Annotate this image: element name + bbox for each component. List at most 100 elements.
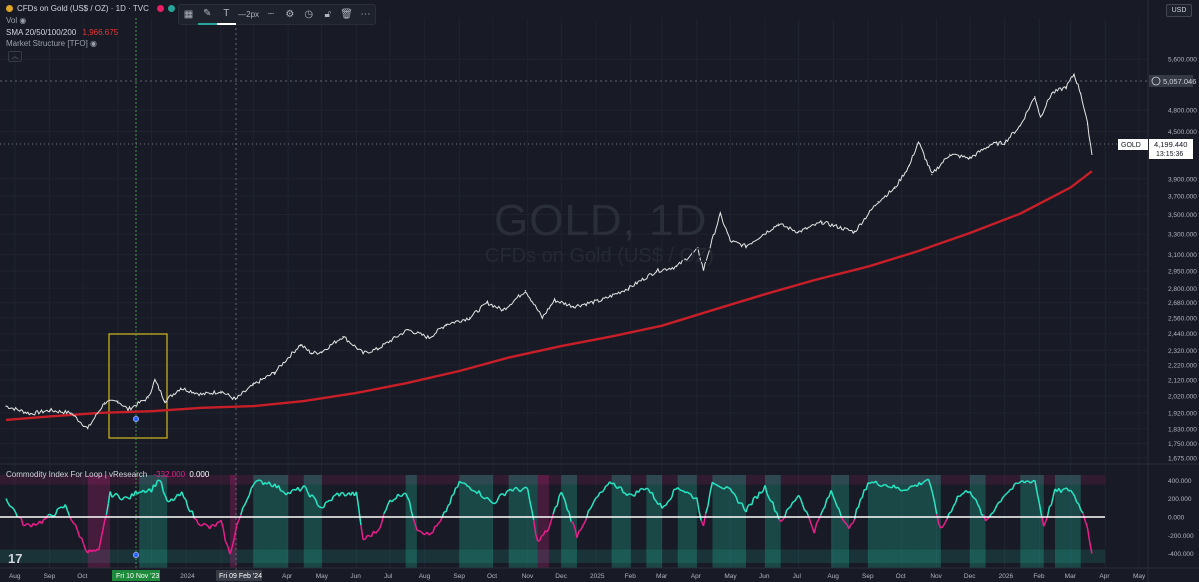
osc-segment [47, 513, 51, 516]
text-color-icon[interactable]: T [216, 4, 236, 25]
osc-segment [661, 505, 665, 509]
osc-segment [486, 496, 490, 500]
plus-icon[interactable] [1151, 76, 1161, 86]
osc-segment [121, 496, 125, 501]
indicator-label: Commodity Index For Loop | vResearch [6, 470, 148, 479]
osc-segment [1070, 489, 1074, 494]
osc-signal-column [611, 475, 631, 568]
y-tick-label: 1,920.000 [1168, 410, 1197, 417]
y-tick-label: 2,560.000 [1168, 315, 1197, 322]
y-tick-label: 5,600.000 [1168, 57, 1197, 64]
osc-segment [262, 481, 266, 486]
osc-segment [722, 487, 725, 490]
price-point [1004, 142, 1006, 144]
symbol-header[interactable]: CFDs on Gold (US$ / OZ) · 1D · TVC [6, 3, 175, 14]
osc-segment [1084, 520, 1089, 529]
price-point [164, 400, 166, 402]
osc-segment [470, 489, 474, 492]
price-point [299, 344, 302, 346]
osc-segment [665, 501, 669, 506]
tradingview-logo[interactable]: 17 [8, 551, 23, 566]
eye-icon[interactable]: ◉ [19, 16, 27, 25]
price-axis: 5,600.000 4,800.000 4,500.000 3,900.000 3,70… [1168, 57, 1197, 463]
osc-segment [240, 507, 244, 516]
osc-segment [714, 483, 717, 486]
osc-segment [26, 522, 30, 526]
osc-segment [254, 479, 258, 483]
osc-segment [360, 524, 364, 540]
osc-segment [257, 479, 260, 482]
price-point [541, 317, 543, 319]
vol-row[interactable]: Vol ◉ [6, 16, 26, 25]
osc-signal-column [1055, 475, 1071, 568]
pencil-icon[interactable]: ✎ [197, 4, 217, 25]
osc-tick-label: -200.000 [1168, 533, 1194, 540]
osc-segment [764, 485, 768, 494]
osc-segment [9, 505, 13, 508]
osc-segment [303, 485, 307, 488]
lock-icon[interactable]: 🔓︎ [324, 9, 331, 20]
osc-segment [729, 488, 733, 493]
y-tick-label: 3,100.000 [1168, 252, 1197, 259]
osc-segment [441, 511, 445, 517]
oscillator-line [5, 478, 1093, 555]
line-style-icon[interactable]: ┈ [267, 9, 274, 20]
indicator-legend[interactable]: Commodity Index For Loop | vResearch -33… [6, 470, 209, 479]
osc-segment [313, 496, 317, 501]
more-icon[interactable]: ⋯ [360, 9, 371, 20]
eye-icon[interactable]: ◉ [90, 39, 98, 48]
osc-segment [451, 493, 455, 497]
settings-icon[interactable]: ⚙ [285, 9, 295, 20]
y-tick-label: 1,675.000 [1168, 456, 1197, 463]
y-tick-label: 1,830.000 [1168, 426, 1197, 433]
osc-upper-band [0, 475, 1105, 485]
osc-segment [877, 483, 881, 487]
osc-segment [564, 500, 568, 510]
osc-segment [74, 524, 79, 531]
trash-icon[interactable]: 🗑︎ [340, 9, 353, 20]
osc-segment [314, 499, 319, 506]
grid-icon[interactable]: ▦ [183, 9, 194, 20]
currency-badge[interactable]: USD [1166, 4, 1192, 17]
osc-segment [698, 510, 702, 521]
osc-segment [401, 493, 405, 497]
osc-segment [620, 487, 624, 493]
price-point [524, 290, 527, 292]
osc-signal-column [537, 475, 549, 568]
osc-segment [927, 478, 932, 486]
anchor-point-price[interactable] [132, 415, 139, 422]
osc-signal-column [253, 475, 270, 568]
osc-segment [1066, 487, 1070, 492]
osc-segment [244, 499, 248, 505]
line-width-button[interactable]: — 2px [238, 10, 260, 19]
osc-segment [164, 495, 168, 502]
osc-segment [709, 482, 714, 493]
osc-segment [521, 487, 525, 491]
osc-segment [428, 532, 432, 536]
grid [0, 18, 1148, 568]
osc-segment [1023, 480, 1028, 484]
osc-segment [971, 495, 975, 499]
osc-segment [663, 504, 667, 507]
osc-segment [496, 496, 500, 502]
osc-segment [511, 488, 516, 492]
osc-segment [201, 522, 205, 527]
alert-icon[interactable]: ◷ [304, 9, 314, 20]
osc-segment [711, 481, 715, 485]
osc-segment [788, 506, 792, 509]
last-symbol-box [1118, 139, 1148, 150]
osc-segment [576, 530, 580, 538]
osc-segment [616, 486, 620, 490]
sma-row[interactable]: SMA 20/50/100/200 1,966.675 [6, 28, 118, 37]
osc-signal-column [405, 475, 417, 568]
osc-segment [653, 498, 657, 502]
anchor-point-osc[interactable] [132, 552, 139, 559]
osc-segment [144, 490, 148, 494]
collapse-icon[interactable]: ︿ [8, 51, 22, 62]
market-structure-row[interactable]: Market Structure [TFO] ◉ [6, 39, 97, 48]
price-point [1073, 73, 1075, 75]
osc-segment [364, 535, 368, 540]
price-point [573, 305, 575, 308]
osc-segment [107, 491, 111, 504]
